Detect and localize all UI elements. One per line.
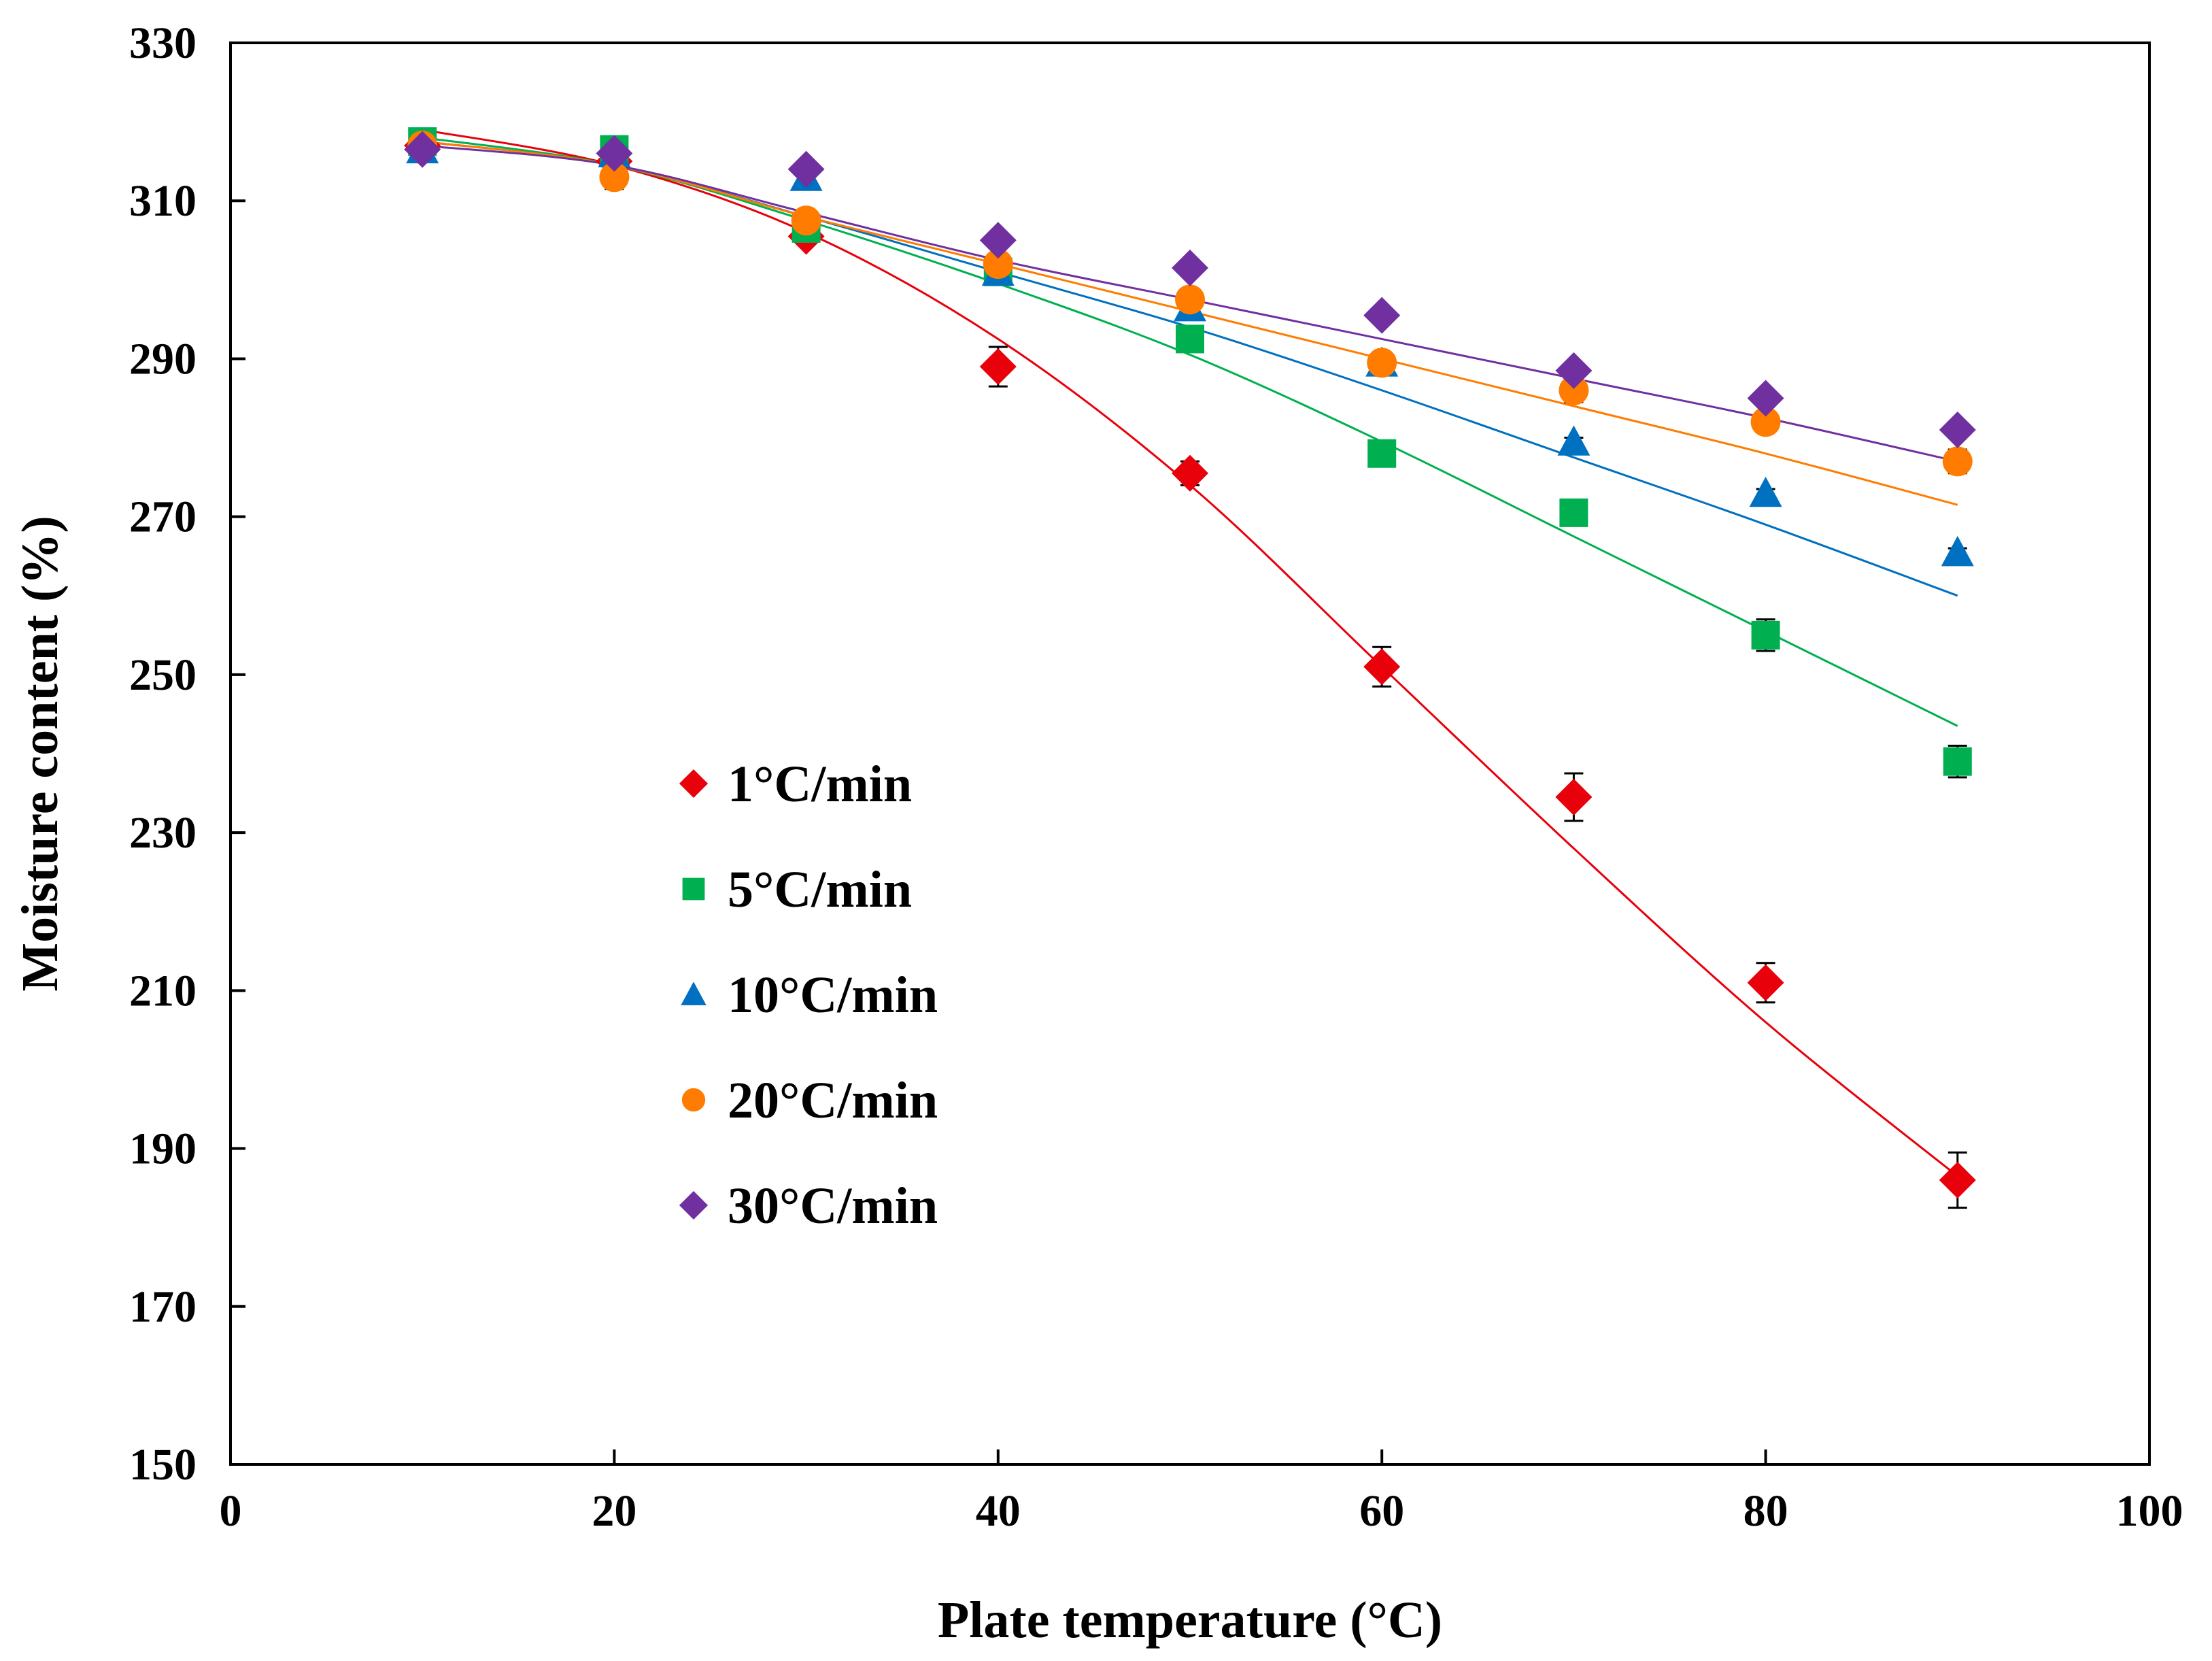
data-point-series-1 <box>1555 778 1593 816</box>
legend-label-series-4: 20°C/min <box>728 1072 938 1129</box>
x-tick-label: 20 <box>592 1486 636 1536</box>
data-point-series-3 <box>1749 476 1782 507</box>
data-point-series-2 <box>1367 439 1397 468</box>
y-tick-label: 330 <box>129 18 197 68</box>
axes: 0 20 40 60 80 100 150 170 190 210 230 250 270 290 310 3… <box>129 18 2183 1536</box>
data-point-series-4 <box>1942 446 1973 477</box>
data-point-series-1 <box>1172 454 1208 492</box>
y-tick-label: 270 <box>129 492 197 542</box>
data-point-series-2 <box>1943 747 1972 776</box>
data-point-series-5 <box>979 222 1017 259</box>
data-point-series-5 <box>596 135 633 172</box>
x-tick-label: 80 <box>1743 1486 1788 1536</box>
x-tick-label: 0 <box>220 1486 242 1536</box>
data-point-series-4 <box>791 205 821 236</box>
data-point-series-4 <box>1367 348 1397 378</box>
legend-label-series-2: 5°C/min <box>728 861 912 918</box>
x-axis-title: Plate temperature (°C) <box>938 1592 1442 1649</box>
data-point-series-5 <box>1747 380 1784 417</box>
data-point-series-5 <box>787 150 825 188</box>
legend-marker-series-2 <box>682 877 705 901</box>
y-tick-label: 310 <box>129 176 197 226</box>
y-tick-label: 210 <box>129 966 197 1016</box>
y-tick-label: 250 <box>129 650 197 700</box>
x-tick-label: 40 <box>976 1486 1021 1536</box>
data-markers <box>404 127 1976 1198</box>
legend-marker-series-1 <box>679 769 709 799</box>
data-point-series-1 <box>1939 1162 1976 1198</box>
legend: 1°C/min 5°C/min 10°C/min 20°C/min 30°C/min <box>679 756 938 1235</box>
data-point-series-4 <box>1559 375 1589 405</box>
fit-line-series-2 <box>422 136 1958 727</box>
legend-label-series-5: 30°C/min <box>728 1177 938 1235</box>
data-point-series-4 <box>983 249 1013 280</box>
y-tick-label: 190 <box>129 1124 197 1174</box>
legend-label-series-1: 1°C/min <box>728 756 912 813</box>
data-point-series-2 <box>1751 620 1780 650</box>
fit-lines <box>422 129 1958 1177</box>
data-point-series-1 <box>979 348 1017 386</box>
data-point-series-4 <box>1750 407 1781 437</box>
data-point-series-3 <box>1941 535 1974 567</box>
y-axis-title: Moisture content (%) <box>12 516 69 991</box>
y-tick-label: 170 <box>129 1282 197 1332</box>
data-point-series-1 <box>1747 964 1784 1001</box>
legend-marker-series-4 <box>681 1088 706 1112</box>
y-tick-label: 230 <box>129 808 197 858</box>
x-tick-label: 100 <box>2116 1486 2183 1536</box>
data-point-series-5 <box>1555 352 1593 389</box>
fit-line-series-1 <box>422 129 1958 1177</box>
legend-marker-series-3 <box>681 982 707 1005</box>
data-point-series-5 <box>1939 411 1976 448</box>
data-point-series-2 <box>1559 498 1588 527</box>
data-point-series-5 <box>1172 249 1208 286</box>
data-point-series-2 <box>1176 324 1204 354</box>
data-point-series-3 <box>1557 425 1590 456</box>
legend-label-series-3: 10°C/min <box>728 967 938 1024</box>
fit-line-series-4 <box>422 140 1958 506</box>
x-tick-label: 60 <box>1359 1486 1404 1536</box>
fit-line-series-3 <box>422 140 1958 597</box>
data-point-series-4 <box>1175 284 1205 315</box>
data-point-series-5 <box>1363 297 1401 334</box>
y-tick-label: 290 <box>129 334 197 384</box>
data-point-series-4 <box>599 162 630 192</box>
data-point-series-5 <box>404 131 441 168</box>
legend-marker-series-5 <box>679 1190 709 1220</box>
plot-frame <box>229 41 2151 1466</box>
y-tick-label: 150 <box>129 1440 197 1490</box>
data-point-series-1 <box>1363 648 1401 686</box>
